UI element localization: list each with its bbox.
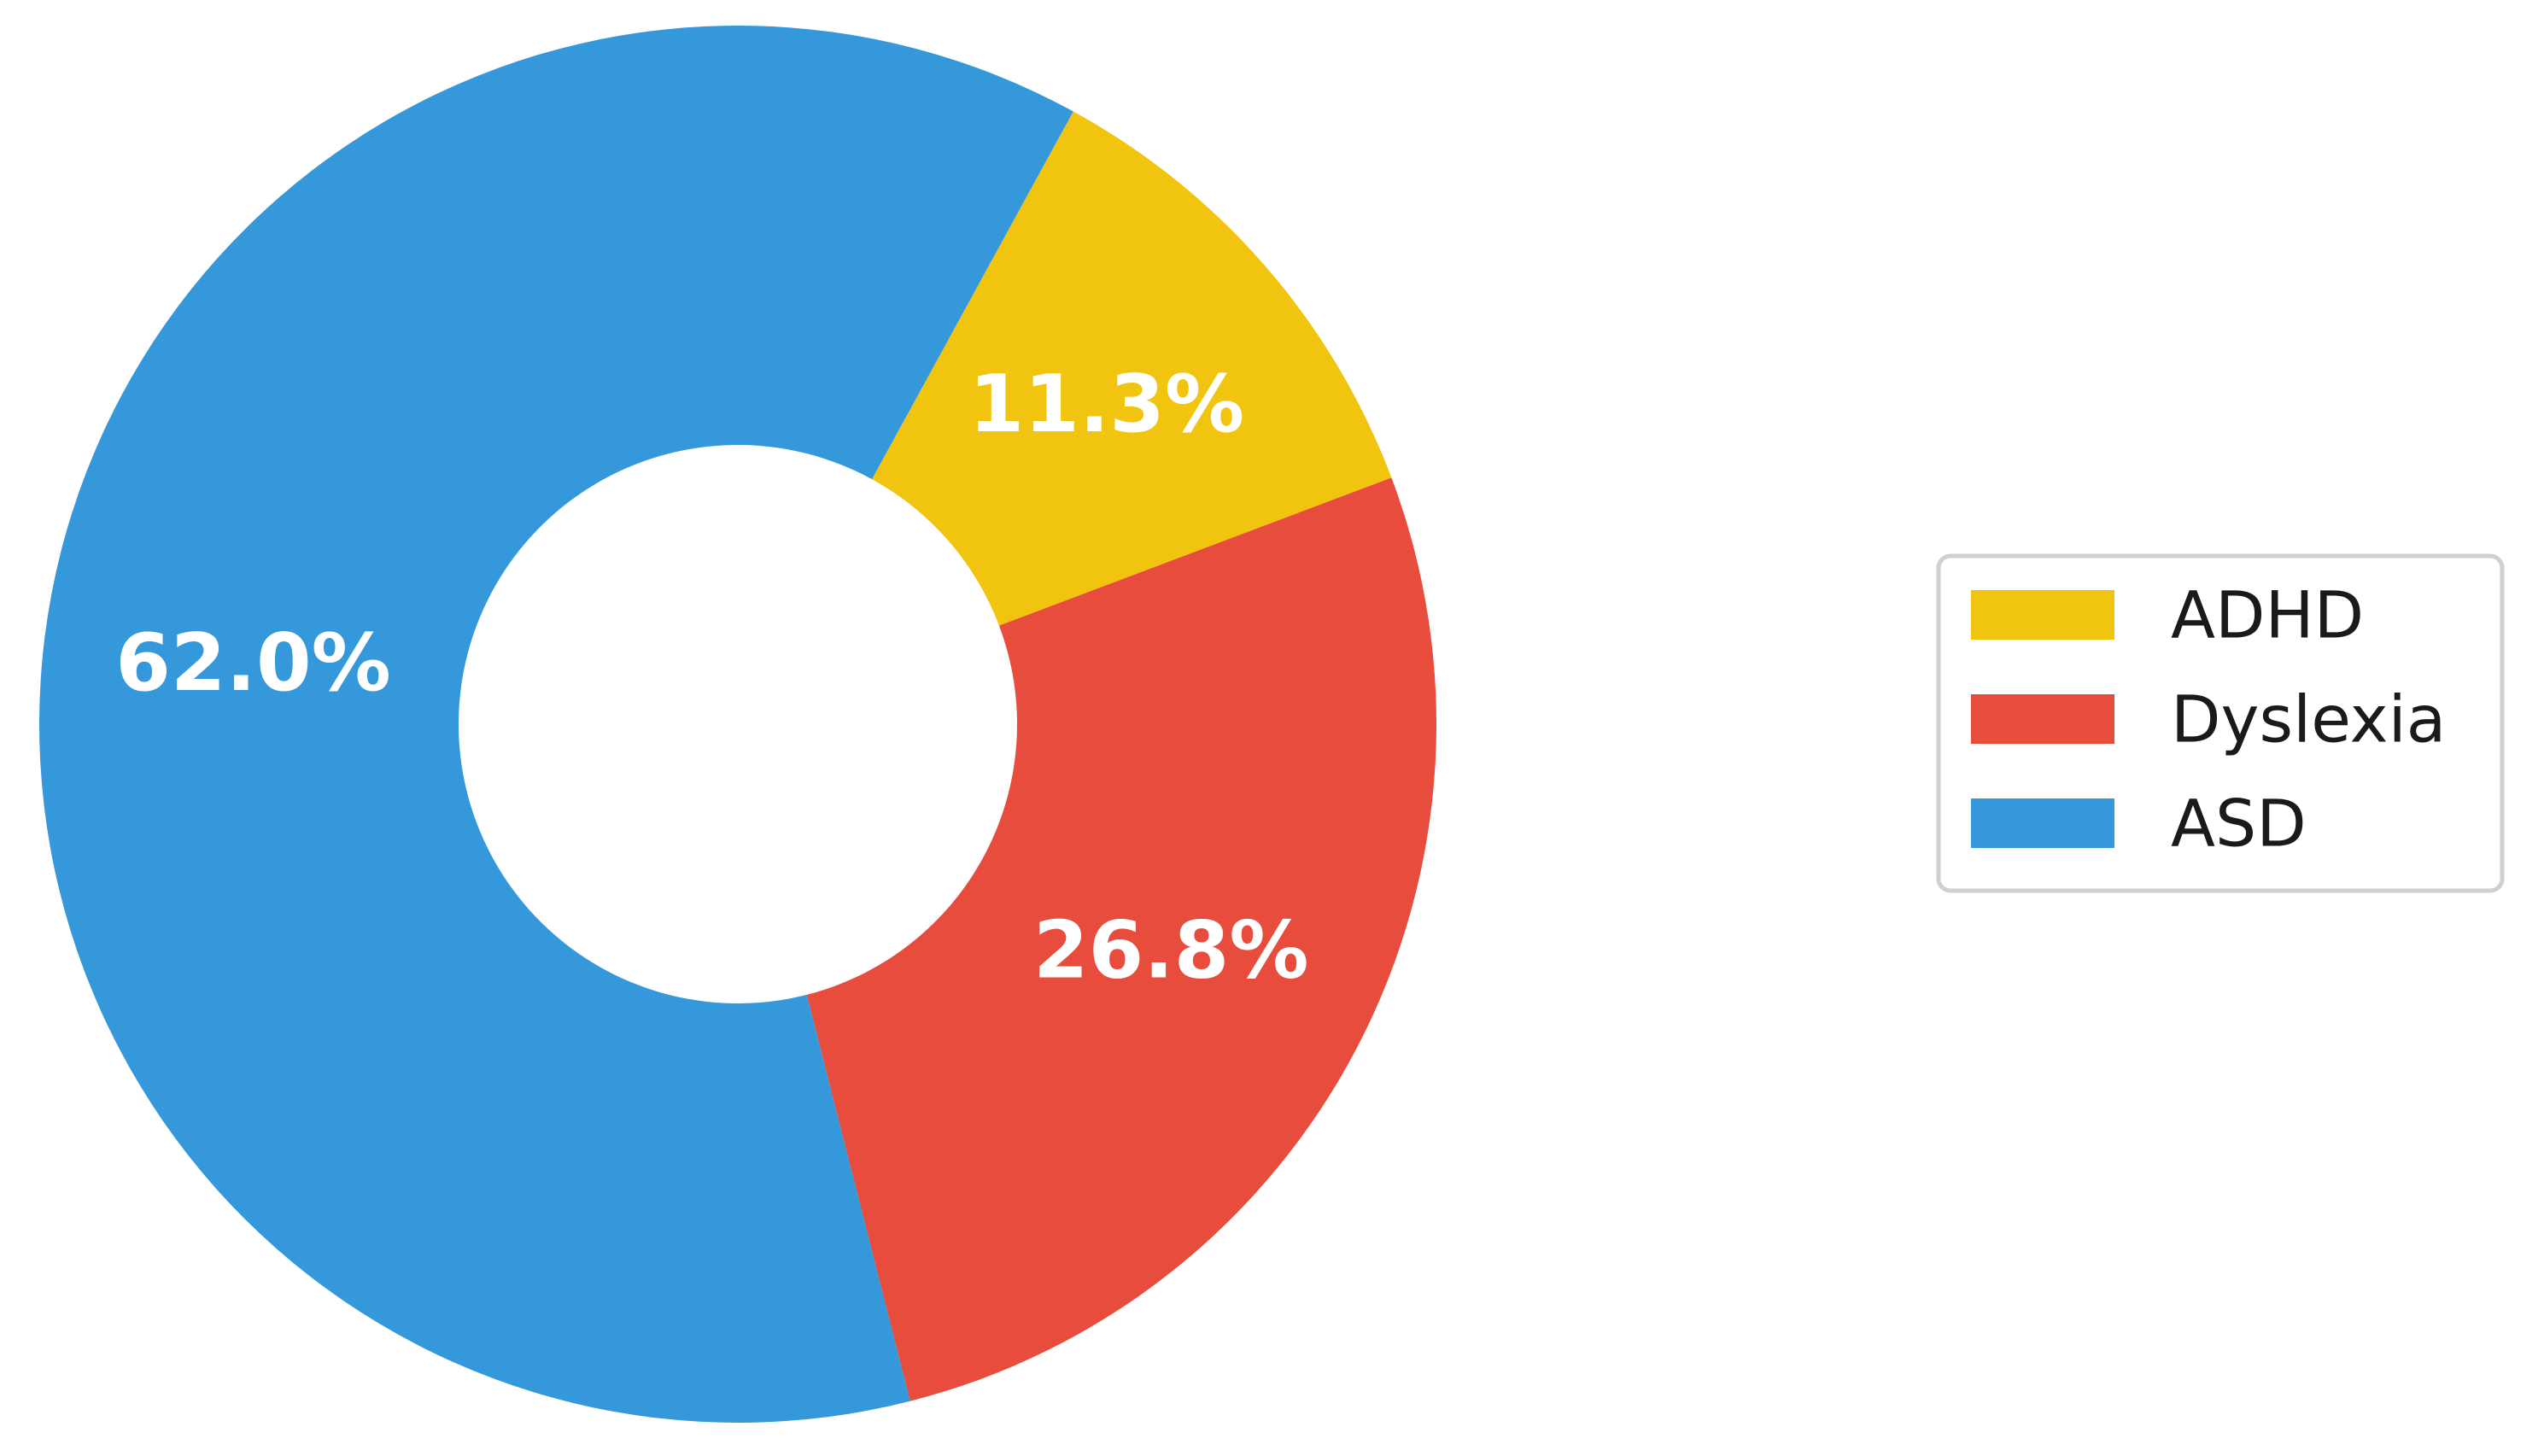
slice-label-asd: 62.0% [115,617,391,709]
legend: ADHD Dyslexia ASD [1936,553,2505,893]
slice-adhd [872,111,1392,626]
slices-group [39,25,1437,1424]
legend-items: ADHD Dyslexia ASD [1971,577,2446,862]
legend-swatch-adhd [1971,590,2114,640]
legend-label-asd: ASD [2171,786,2307,862]
slice-label-dyslexia: 26.8% [1033,903,1309,996]
legend-swatch-dyslexia [1971,694,2114,744]
slice-dyslexia [806,477,1437,1401]
slice-asd [39,25,1073,1424]
legend-label-adhd: ADHD [2171,577,2364,653]
slice-label-adhd: 11.3% [969,358,1245,450]
slice-labels-group: 11.3% 26.8% 62.0% [115,358,1308,997]
legend-label-dyslexia: Dyslexia [2171,681,2446,757]
legend-swatch-asd [1971,798,2114,848]
